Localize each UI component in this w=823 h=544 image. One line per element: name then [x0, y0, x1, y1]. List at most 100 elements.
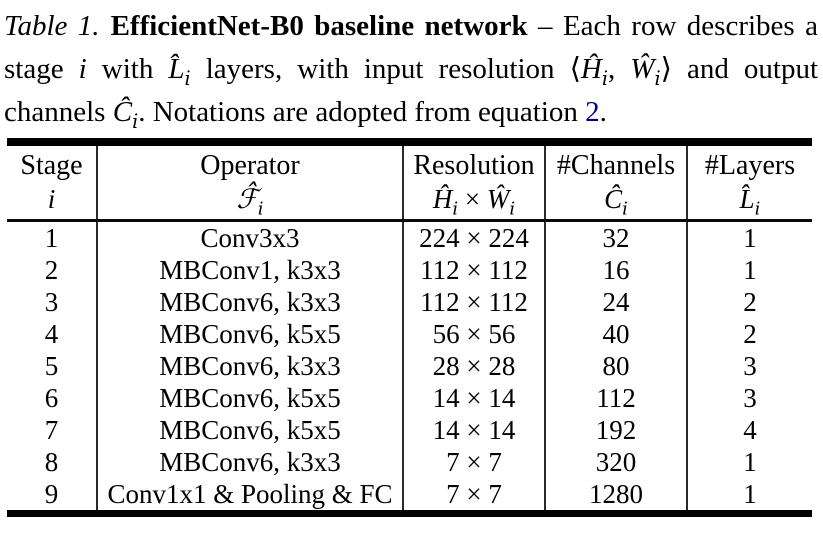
caption-segment-normal: ⟩ and output channels	[4, 53, 819, 128]
caption-math-subscript: i	[654, 66, 661, 90]
header-cell-resolution: Resolution Ĥi × Ŵi	[402, 142, 545, 222]
caption-segment-normal: ,	[607, 53, 631, 85]
math-subscript: i	[509, 198, 516, 220]
table-cell: 112	[544, 382, 687, 414]
math-symbol: L̂	[739, 184, 755, 214]
table-cell: 16	[544, 254, 687, 286]
table-cell: 24	[544, 286, 687, 318]
caption-segment-label: Table 1.	[4, 10, 100, 42]
table-cell: 5	[44, 351, 59, 381]
table-cell: Conv3x3	[96, 220, 403, 254]
table-cell: 2	[686, 318, 812, 350]
math-operator: ×	[458, 184, 487, 214]
table-cell: MBConv6, k3x3	[96, 286, 403, 318]
table-cell: 56 × 56	[402, 318, 545, 350]
table-cell: 14 × 14	[402, 414, 545, 446]
header-cell-layers: #Layers L̂i	[686, 142, 812, 222]
table-cell: 2	[686, 286, 812, 318]
caption-math-subscript: i	[601, 66, 608, 90]
header-cell-stage: Stage i	[7, 142, 97, 222]
header-cell-operator: Operator ℱ̂i	[96, 142, 403, 222]
table-cell: 28 × 28	[402, 350, 545, 382]
table-row: 4 MBConv6, k5x5 56 × 56 40 2	[7, 318, 812, 350]
table-cell: 2	[44, 255, 59, 285]
caption-segment-normal: layers, with input resolution ⟨	[190, 53, 581, 85]
math-symbol: ℱ̂	[236, 184, 258, 214]
table-cell: 9	[44, 479, 59, 509]
table-cell: Conv1x1 & Pooling & FC	[96, 478, 403, 514]
table-cell: 8	[44, 447, 59, 477]
table-cell: 80	[544, 350, 687, 382]
header-symbol: i	[7, 183, 96, 219]
table-cell: 224 × 224	[402, 220, 545, 254]
caption-segment-normal: with	[86, 53, 169, 85]
table-cell: 1	[44, 223, 59, 253]
table-cell: 40	[544, 318, 687, 350]
table-cell: 7 × 7	[402, 446, 545, 478]
table-cell: 1	[686, 220, 812, 254]
math-symbol: Ĥ	[432, 184, 453, 214]
table-cell: 14 × 14	[402, 382, 545, 414]
table-cell: 1280	[544, 478, 687, 514]
table-cell: 1	[686, 254, 812, 286]
table-caption: Table 1. EfficientNet-B0 baseline network…	[0, 0, 820, 134]
header-title: Stage	[20, 150, 83, 181]
table-cell: 1	[686, 446, 812, 478]
caption-segment-normal: . Notations are adopted from equation	[138, 96, 586, 128]
math-symbol: Ĉ	[604, 184, 623, 214]
header-title: #Channels	[556, 150, 676, 181]
table-cell: 112 × 112	[402, 254, 545, 286]
table-cell: 112 × 112	[402, 286, 545, 318]
caption-segment-normal: – Each row describes a stage	[4, 10, 818, 85]
math-symbol: i	[47, 184, 56, 214]
header-title: #Layers	[704, 150, 796, 181]
table-cell: 3	[686, 350, 812, 382]
table-cell: MBConv6, k5x5	[96, 414, 403, 446]
table-cell: 6	[44, 383, 59, 413]
table-cell: 3	[44, 287, 59, 317]
caption-segment-normal: .	[599, 96, 607, 128]
table-cell: 3	[686, 382, 812, 414]
caption-segment-math: i	[78, 53, 87, 85]
caption-math-subscript: i	[132, 109, 139, 133]
equation-link[interactable]: 2	[585, 96, 600, 128]
table-cell: MBConv6, k3x3	[96, 446, 403, 478]
table-cell: 1	[686, 478, 812, 514]
table-cell: 192	[544, 414, 687, 446]
table-row: 5 MBConv6, k3x3 28 × 28 80 3	[7, 350, 812, 382]
table-cell: MBConv6, k5x5	[96, 382, 403, 414]
caption-segment-math: Ĉ	[112, 96, 133, 128]
table-row: 3 MBConv6, k3x3 112 × 112 24 2	[7, 286, 812, 318]
table-cell: 4	[686, 414, 812, 446]
math-subscript: i	[452, 198, 459, 220]
header-title: Resolution	[413, 150, 535, 181]
table-row: 2 MBConv1, k3x3 112 × 112 16 1	[7, 254, 812, 286]
table-cell: MBConv1, k3x3	[96, 254, 403, 286]
table-cell: 4	[44, 319, 59, 349]
table-row: 9 Conv1x1 & Pooling & FC 7 × 7 1280 1	[7, 478, 812, 514]
table-cell: 32	[544, 220, 687, 254]
header-symbol: Ĥi × Ŵi	[404, 183, 544, 219]
caption-segment-math: L̂	[168, 53, 185, 85]
math-subscript: i	[754, 198, 761, 220]
caption-segment-bold: EfficientNet-B0 baseline network	[110, 10, 528, 42]
caption-segment-math: Ŵ	[630, 53, 655, 85]
math-subscript: i	[257, 198, 264, 220]
math-symbol: Ŵ	[486, 184, 510, 214]
header-title: Operator	[200, 150, 300, 181]
header-cell-channels: #Channels Ĉi	[544, 142, 687, 222]
header-symbol: Ĉi	[546, 183, 686, 219]
table-row: 8 MBConv6, k3x3 7 × 7 320 1	[7, 446, 812, 478]
header-row: Stage i Operator ℱ̂i Resolution Ĥi × Ŵi #Chann…	[7, 142, 812, 222]
table-row: 6 MBConv6, k5x5 14 × 14 112 3	[7, 382, 812, 414]
table-body: 1 Conv3x3 224 × 224 32 1 2 MBConv1, k3x3 112 × …	[7, 220, 812, 514]
caption-math-subscript: i	[184, 66, 191, 90]
header-symbol: ℱ̂i	[98, 183, 402, 219]
table-cell: 320	[544, 446, 687, 478]
math-subscript: i	[622, 198, 628, 220]
table-cell: 7	[44, 415, 59, 445]
table-row: 1 Conv3x3 224 × 224 32 1	[7, 220, 812, 254]
table-cell: MBConv6, k5x5	[96, 318, 403, 350]
table-cell: MBConv6, k3x3	[96, 350, 403, 382]
